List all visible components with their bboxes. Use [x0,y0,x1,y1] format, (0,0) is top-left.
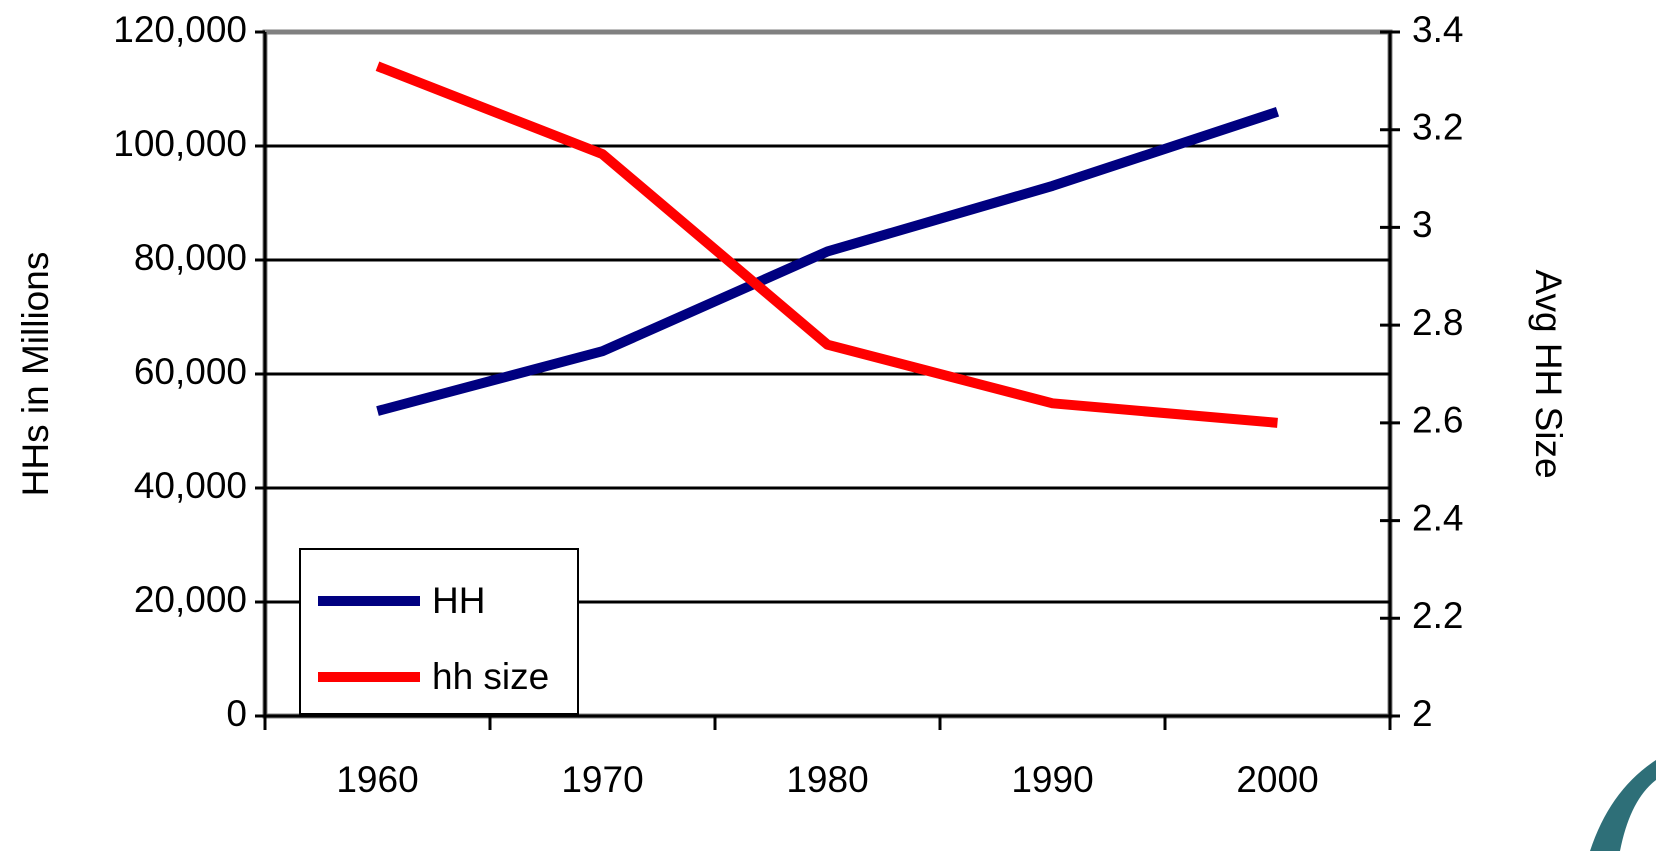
series-line [375,61,1278,428]
series-line [376,107,1280,416]
y2-tick-label: 2.4 [1412,497,1463,538]
y2-tick-label: 2 [1412,693,1433,734]
y2-tick-label: 3.4 [1412,9,1463,50]
y2-axis-title: Avg HH Size [1528,269,1569,478]
y2-tick-label: 2.8 [1412,302,1463,343]
y2-tick-label: 2.2 [1412,595,1463,636]
x-tick-label: 1960 [336,759,418,800]
decoration [1590,760,1656,851]
x-tick-label: 2000 [1236,759,1318,800]
y-tick-label: 60,000 [134,351,247,392]
y2-tick-label: 3 [1412,204,1433,245]
y-tick-label: 40,000 [134,465,247,506]
legend-label: HH [432,580,485,621]
x-tick-label: 1980 [786,759,868,800]
y2-tick-label: 2.6 [1412,400,1463,441]
y-tick-label: 80,000 [134,237,247,278]
y-tick-label: 120,000 [113,9,247,50]
y2-tick-label: 3.2 [1412,106,1463,147]
y-tick-label: 20,000 [134,579,247,620]
legend-box [299,548,579,715]
x-tick-label: 1970 [561,759,643,800]
y-axis-title: HHs in Millions [15,252,56,497]
legend-label: hh size [432,656,549,697]
x-tick-label: 1990 [1011,759,1093,800]
y-tick-label: 0 [226,693,247,734]
y-tick-label: 100,000 [113,123,247,164]
